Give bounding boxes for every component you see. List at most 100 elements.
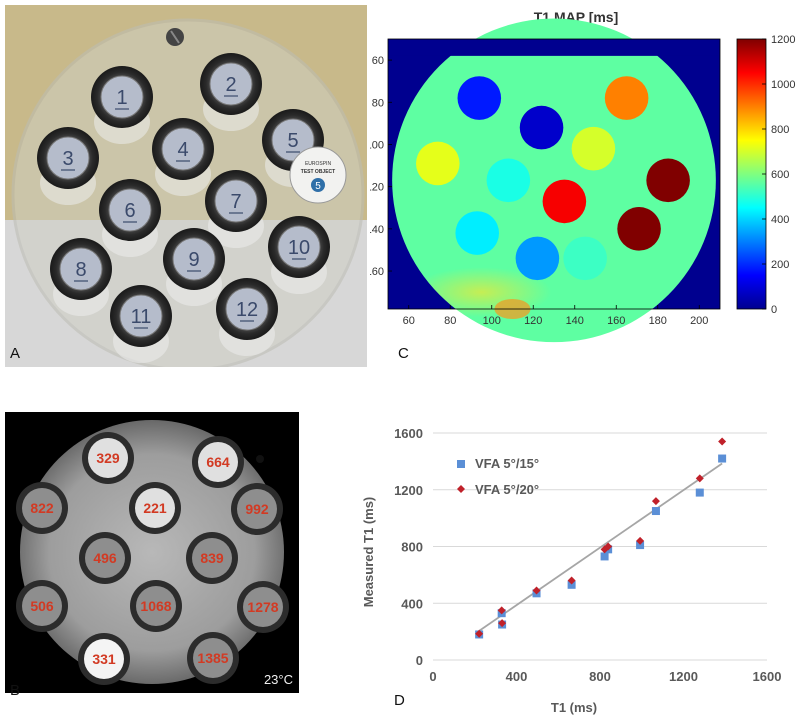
vial-label-6: 6 [124,200,135,222]
colorbar-tick: 0 [771,304,777,316]
mr-vial-value-9: 1068 [140,598,171,614]
vial-9: 9 [163,228,225,306]
map-x-tick: 100 [483,315,501,327]
y-tick-label: 400 [401,596,423,611]
mr-vial-8: 506 [16,580,68,632]
vial-label-7: 7 [230,191,241,213]
legend-marker-vfa-5-15 [457,460,465,468]
vial-label-2: 2 [225,74,236,96]
colorbar-tick: 600 [771,169,789,181]
mr-vial-value-4: 221 [143,500,167,516]
colorbar-tick: 200 [771,259,789,271]
y-axis-label: Measured T1 (ms) [361,497,376,608]
map-y-tick: 100 [370,139,384,151]
x-tick-label: 0 [429,669,436,684]
map-vial-5 [571,126,616,171]
panel-label-c: C [398,345,409,362]
mr-vial-5: 992 [231,483,283,535]
map-y-tick: 160 [370,266,384,278]
mr-vial-value-11: 331 [92,651,116,667]
mr-vial-7: 839 [186,532,238,584]
vial-label-3: 3 [62,148,73,170]
vial-4: 4 [152,118,214,196]
point-vfa-5-20 [498,619,507,628]
map-vial-8 [542,179,587,224]
mr-vial-value-1: 329 [96,450,120,466]
sticker-line1: EUROSPIN [305,161,332,167]
map-x-tick: 180 [649,315,667,327]
map-vial-3 [416,141,460,186]
panel-a: 1 2 3 4 5 6 7 8 9 10 11 12 EUROSPIN TEST OBJECT 5 [5,5,367,372]
mr-vial-1: 329 [82,432,134,484]
point-vfa-5-20 [497,606,506,615]
colorbar-tick: 800 [771,124,789,136]
y-tick-label: 1200 [394,483,423,498]
sticker-number: 5 [315,181,321,192]
mr-vial-10: 1278 [237,581,289,633]
panel-label-a: A [10,345,21,362]
colorbar-tick: 400 [771,214,789,226]
panel-c: T1 MAP [ms] 6080100120140160180200608010… [366,0,800,345]
point-vfa-5-20 [695,474,704,483]
vial-label-9: 9 [188,249,199,271]
point-vfa-5-15 [718,454,727,463]
vial-label-5: 5 [287,130,298,152]
vial-3: 3 [37,127,99,205]
mr-vial-value-6: 496 [93,550,117,566]
sticker-line2: TEST OBJECT [301,169,335,175]
point-vfa-5-20 [532,586,541,595]
mr-vial-2: 664 [192,436,244,488]
y-tick-label: 800 [401,540,423,555]
vial-2: 2 [200,53,262,131]
point-vfa-5-20 [604,542,613,551]
colorbar-tick: 1000 [771,79,795,91]
map-x-tick: 200 [690,315,708,327]
panel-b: 329 664 822 221 992 496 839 506 1068 1278 331 1385 … [5,412,299,693]
map-vial-1 [457,76,502,120]
point-vfa-5-15 [636,541,645,550]
vial-label-1: 1 [116,87,127,109]
map-y-tick: 60 [372,55,384,67]
panel-label-d: D [394,692,405,709]
mr-vial-value-8: 506 [30,598,54,614]
vial-label-11: 11 [131,306,152,328]
vial-label-4: 4 [177,139,188,161]
colorbar [736,38,767,310]
map-vial-10 [617,207,661,251]
point-vfa-5-20 [567,576,576,585]
vial-1: 1 [91,66,153,144]
point-vfa-5-20 [636,536,645,545]
point-vfa-5-15 [651,507,660,516]
vial-10: 10 [268,216,330,294]
point-vfa-5-15 [600,552,609,561]
map-y-tick: 140 [370,224,384,236]
legend: VFA 5°/15° VFA 5°/20° [457,456,539,497]
mr-vial-value-5: 992 [245,501,269,517]
t1-map-chart: T1 MAP [ms] 6080100120140160180200608010… [366,9,795,343]
map-vial-6 [486,158,531,203]
point-vfa-5-20 [718,437,727,446]
map-x-tick: 160 [607,315,625,327]
panel-label-b: B [10,682,21,699]
point-vfa-5-15 [567,580,576,589]
mr-vial-value-7: 839 [200,550,224,566]
x-tick-label: 400 [506,669,528,684]
vial-label-10: 10 [288,237,310,259]
point-vfa-5-15 [695,488,704,497]
eurospin-sticker: EUROSPIN TEST OBJECT 5 [289,146,347,204]
vial-7: 7 [205,170,267,248]
mr-vial-3: 822 [16,482,68,534]
x-axis-label: T1 (ms) [551,700,597,715]
vial-8: 8 [50,238,112,316]
mr-vial-9: 1068 [130,580,182,632]
x-tick-label: 1600 [753,669,782,684]
point-vfa-5-20 [475,629,484,638]
panel-d: 0 400 800 1200 1600 0 400 800 1200 1600 T1 (ms) M… [340,400,800,719]
measured-t1-chart: 0 400 800 1200 1600 0 400 800 1200 1600 T1 (ms) M… [361,426,782,715]
mr-vial-value-2: 664 [206,454,230,470]
mr-vial-11: 331 [78,633,130,685]
vial-11: 11 [110,285,172,363]
legend-label-vfa-5-20: VFA 5°/20° [475,482,539,497]
